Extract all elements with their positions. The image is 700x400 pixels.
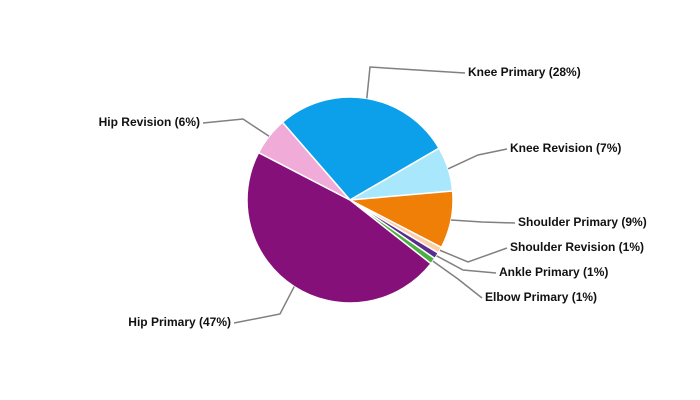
leader-line (202, 118, 270, 137)
slice-label: Hip Primary (47%) (128, 315, 231, 329)
pie-slice (246, 151, 432, 304)
slice-label: Ankle Primary (1%) (499, 265, 608, 279)
leader-line (366, 66, 466, 99)
slice-label: Elbow Primary (1%) (485, 290, 597, 304)
pie-slice (281, 96, 441, 201)
leader-line (233, 286, 295, 324)
leader-line (436, 255, 497, 274)
slice-label: Shoulder Primary (9%) (518, 215, 647, 229)
leader-line (439, 247, 508, 263)
slice-label: Knee Revision (7%) (510, 141, 621, 155)
slice-label: Shoulder Revision (1%) (510, 240, 644, 254)
pie-slice (257, 121, 351, 201)
slice-label: Hip Revision (6%) (99, 115, 200, 129)
slice-label: Knee Primary (28%) (468, 65, 581, 79)
leader-line (450, 219, 516, 224)
leader-line (447, 148, 508, 170)
leader-line (432, 260, 483, 299)
